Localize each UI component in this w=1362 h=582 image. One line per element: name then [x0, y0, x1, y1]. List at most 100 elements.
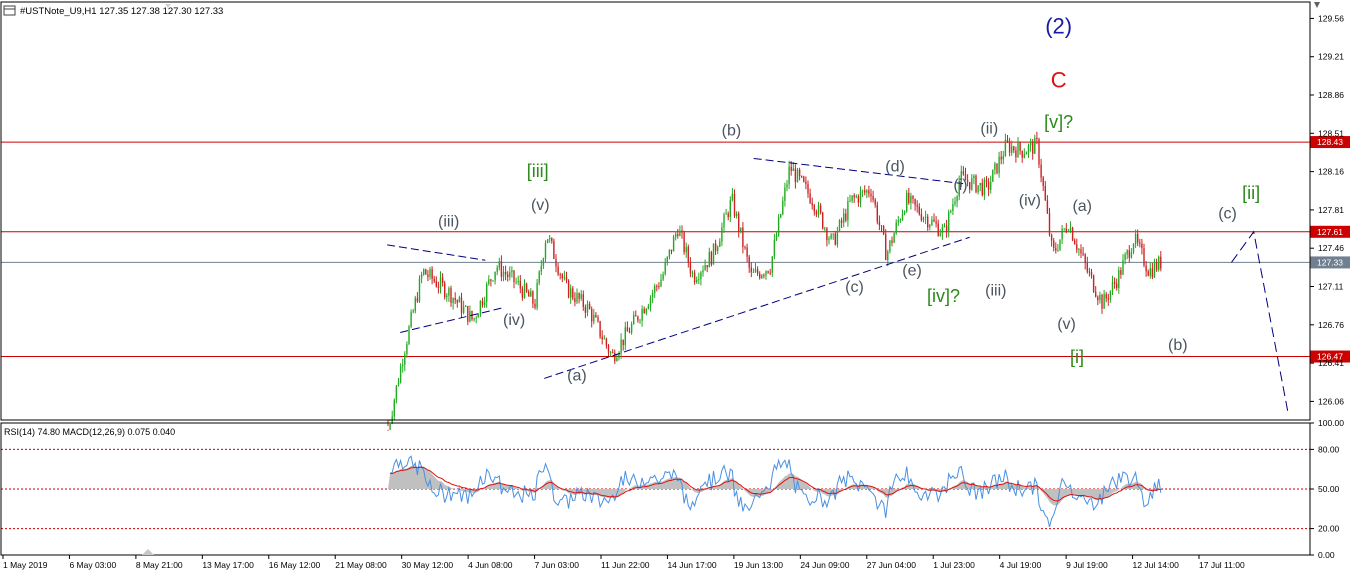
candle[interactable]	[456, 299, 458, 308]
candle[interactable]	[578, 292, 580, 304]
candle[interactable]	[853, 193, 855, 203]
candle[interactable]	[607, 344, 610, 356]
candle[interactable]	[958, 175, 960, 201]
candle[interactable]	[1027, 143, 1030, 159]
scroll-marker-icon[interactable]	[1314, 2, 1320, 8]
candle[interactable]	[1065, 223, 1067, 234]
candle[interactable]	[1004, 133, 1007, 157]
candle[interactable]	[643, 306, 645, 314]
wave-label[interactable]: (e)	[902, 263, 922, 280]
candle[interactable]	[649, 295, 652, 312]
candle[interactable]	[525, 282, 528, 293]
candle[interactable]	[672, 234, 675, 252]
candle[interactable]	[488, 275, 490, 286]
candle[interactable]	[389, 420, 391, 431]
candle[interactable]	[912, 195, 914, 204]
candle[interactable]	[662, 271, 664, 281]
candle[interactable]	[1002, 150, 1004, 165]
candle[interactable]	[536, 279, 538, 311]
candle[interactable]	[448, 286, 450, 302]
candle[interactable]	[994, 161, 996, 175]
candle[interactable]	[1095, 286, 1097, 298]
candle[interactable]	[735, 211, 738, 219]
candle[interactable]	[494, 271, 496, 285]
candle[interactable]	[446, 293, 448, 302]
candle[interactable]	[471, 310, 473, 322]
candle[interactable]	[805, 176, 807, 190]
candle[interactable]	[706, 264, 708, 273]
candle[interactable]	[714, 239, 717, 256]
candle[interactable]	[475, 315, 477, 324]
candle[interactable]	[906, 189, 908, 213]
candle[interactable]	[782, 196, 784, 216]
candle[interactable]	[406, 341, 408, 358]
candle[interactable]	[761, 274, 763, 279]
candle[interactable]	[433, 275, 435, 284]
candle[interactable]	[861, 189, 864, 198]
candle[interactable]	[507, 271, 509, 282]
candle[interactable]	[553, 238, 555, 260]
candle[interactable]	[469, 305, 471, 323]
candle[interactable]	[868, 185, 870, 198]
candle[interactable]	[832, 233, 834, 240]
candle[interactable]	[612, 349, 614, 354]
candle[interactable]	[798, 167, 801, 181]
candle[interactable]	[1076, 238, 1078, 254]
candle[interactable]	[679, 225, 681, 237]
candle[interactable]	[908, 188, 910, 205]
candle[interactable]	[1155, 258, 1158, 272]
wave-label[interactable]: (a)	[1072, 198, 1092, 215]
candle[interactable]	[769, 268, 771, 276]
candle[interactable]	[744, 245, 746, 250]
candle[interactable]	[685, 242, 687, 258]
candle[interactable]	[729, 196, 731, 223]
candle[interactable]	[626, 321, 629, 332]
candle[interactable]	[826, 226, 828, 247]
candle[interactable]	[601, 330, 603, 345]
candle[interactable]	[822, 211, 824, 230]
candle[interactable]	[1130, 248, 1133, 259]
candle[interactable]	[765, 270, 767, 280]
candle[interactable]	[450, 285, 452, 307]
trendline[interactable]	[400, 306, 506, 333]
candle[interactable]	[920, 208, 923, 222]
wave-label[interactable]: (iii)	[985, 282, 1006, 299]
candle[interactable]	[1053, 237, 1055, 252]
candle[interactable]	[580, 290, 582, 301]
candle[interactable]	[675, 231, 677, 241]
candle[interactable]	[733, 189, 736, 219]
candle[interactable]	[630, 321, 633, 335]
candle[interactable]	[1006, 135, 1009, 143]
candle[interactable]	[681, 225, 683, 239]
candle[interactable]	[641, 305, 643, 327]
rsi-line[interactable]	[389, 455, 1162, 528]
candle[interactable]	[954, 196, 956, 207]
candle[interactable]	[534, 298, 536, 310]
candle[interactable]	[803, 175, 805, 183]
candle[interactable]	[427, 270, 429, 282]
candle[interactable]	[410, 309, 412, 329]
candle[interactable]	[664, 258, 666, 276]
candle[interactable]	[985, 176, 988, 188]
candle[interactable]	[603, 335, 605, 340]
candle[interactable]	[576, 288, 578, 305]
candle[interactable]	[546, 239, 549, 244]
candle[interactable]	[918, 203, 920, 216]
candle[interactable]	[437, 281, 440, 294]
candle[interactable]	[397, 378, 400, 387]
shift-marker-icon[interactable]	[165, 4, 171, 8]
candle[interactable]	[859, 186, 862, 208]
candle[interactable]	[939, 229, 941, 237]
candle[interactable]	[1057, 244, 1059, 252]
candle[interactable]	[880, 225, 883, 232]
candle[interactable]	[460, 292, 463, 318]
candle[interactable]	[786, 180, 788, 192]
candle[interactable]	[660, 273, 662, 288]
candle[interactable]	[977, 185, 979, 195]
candle[interactable]	[1090, 268, 1093, 279]
candle[interactable]	[756, 266, 759, 277]
candle[interactable]	[404, 351, 406, 372]
candle[interactable]	[452, 297, 454, 310]
candle[interactable]	[1118, 266, 1120, 294]
candle[interactable]	[528, 289, 530, 297]
